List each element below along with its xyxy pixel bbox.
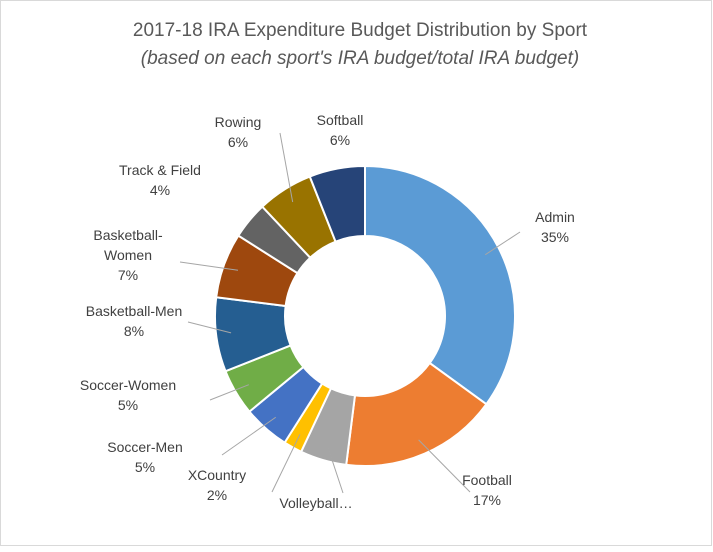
data-label: Soccer-Women 5% bbox=[80, 377, 176, 413]
value-label: 6% bbox=[228, 134, 248, 150]
category-label: Admin bbox=[535, 209, 575, 225]
category-label: Women bbox=[104, 247, 152, 263]
data-label: Football 17% bbox=[462, 472, 512, 508]
leader-line bbox=[326, 445, 344, 494]
category-label: Football bbox=[462, 472, 512, 488]
data-label: Admin 35% bbox=[535, 209, 575, 245]
data-label: Basketball-Men 8% bbox=[86, 303, 183, 339]
leader-line bbox=[485, 231, 521, 256]
chart-subtitle: (based on each sport's IRA budget/total … bbox=[141, 48, 579, 69]
leader-line bbox=[418, 439, 471, 493]
leader-line bbox=[221, 416, 277, 456]
value-label: 2% bbox=[207, 487, 227, 503]
value-label: 35% bbox=[541, 229, 569, 245]
value-label: 5% bbox=[135, 459, 155, 475]
value-label: 5% bbox=[118, 397, 138, 413]
data-label: Softball 6% bbox=[317, 112, 364, 148]
donut-slice bbox=[308, 164, 366, 243]
data-label: Volleyball… bbox=[279, 495, 352, 511]
category-label: Soccer-Women bbox=[80, 377, 176, 393]
category-label: Soccer-Men bbox=[107, 439, 182, 455]
data-label: Track & Field 4% bbox=[119, 162, 201, 198]
category-label: Basketball-Men bbox=[86, 303, 183, 319]
category-label: Basketball- bbox=[93, 227, 163, 243]
chart-title: 2017-18 IRA Expenditure Budget Distribut… bbox=[133, 20, 588, 41]
leader-line bbox=[279, 132, 294, 203]
category-label: Track & Field bbox=[119, 162, 201, 178]
data-label: Rowing 6% bbox=[215, 114, 262, 150]
value-label: 8% bbox=[124, 323, 144, 339]
category-label: XCountry bbox=[188, 467, 246, 483]
leader-line bbox=[271, 434, 301, 493]
category-label: Softball bbox=[317, 112, 364, 128]
category-label: Volleyball… bbox=[279, 495, 352, 511]
leader-line bbox=[179, 261, 239, 271]
leader-line bbox=[209, 384, 249, 401]
category-label: Rowing bbox=[215, 114, 262, 130]
value-label: 4% bbox=[150, 182, 170, 198]
data-label: XCountry 2% bbox=[188, 467, 246, 503]
data-label: Soccer-Men 5% bbox=[107, 439, 182, 475]
donut-slice bbox=[364, 164, 516, 406]
value-label: 17% bbox=[473, 492, 501, 508]
value-label: 7% bbox=[118, 267, 138, 283]
data-label: Basketball- Women 7% bbox=[93, 227, 163, 283]
value-label: 6% bbox=[330, 132, 350, 148]
leader-line bbox=[187, 321, 232, 334]
